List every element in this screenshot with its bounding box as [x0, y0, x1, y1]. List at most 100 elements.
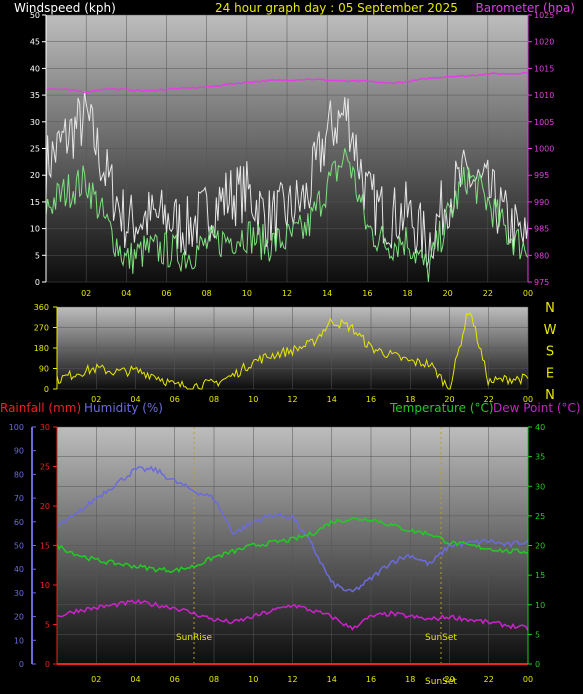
direction-x-ticks: 02 04 06 08 10 12 14 16 18 20 22 00	[91, 395, 533, 404]
compass-label: N	[545, 388, 555, 403]
temperature-line	[56, 517, 529, 574]
barometer-y-tick-label: 980	[534, 251, 549, 260]
windspeed-axis-label: Windspeed (kph)	[14, 1, 116, 15]
temperature-x-tick-label: 06	[170, 675, 180, 684]
temperature-y-tick-label: 25	[535, 512, 545, 521]
temperature-x-tick-label: 10	[248, 675, 258, 684]
direction-x-tick-label: 18	[405, 395, 415, 404]
direction-line	[56, 312, 529, 390]
wind-y-tick-label: 45	[30, 38, 40, 47]
rainfall-y-tick-label: 10	[40, 581, 50, 590]
temperature-x-tick-label: 00	[523, 675, 533, 684]
humidity-y-tick-label: 60	[14, 518, 24, 527]
rainfall-y-ticks: 0 5 10 15 20 25 30	[40, 423, 57, 669]
rainfall-y-tick-label: 15	[40, 542, 50, 551]
humidity-y-tick-label: 0	[19, 660, 24, 669]
wind-y-tick-label: 15	[30, 198, 40, 207]
wind-y-ticks: 0 5 10 15 20 25 30 35 40 45 50	[30, 11, 46, 287]
direction-y-tick-label: 180	[34, 344, 49, 353]
direction-y-tick-label: 0	[44, 385, 49, 394]
sunset-axis-label: SunSet	[425, 677, 457, 687]
barometer-y-tick-label: 1000	[534, 145, 554, 154]
direction-y-tick-label: 360	[34, 303, 49, 312]
direction-x-tick-label: 06	[170, 395, 180, 404]
wind-x-tick-label: 00	[523, 289, 533, 298]
humidity-y-tick-label: 100	[9, 423, 24, 432]
direction-x-tick-label: 08	[209, 395, 219, 404]
wind-gridlines	[46, 14, 529, 283]
temperature-y-tick-label: 30	[535, 482, 545, 491]
direction-x-tick-label: 20	[444, 395, 454, 404]
temperature-y-tick-label: 15	[535, 571, 545, 580]
wind-y-tick-label: 0	[35, 278, 40, 287]
wind-x-tick-label: 20	[443, 289, 453, 298]
direction-x-tick-label: 00	[523, 395, 533, 404]
barometer-axis-label: Barometer (hpa)	[476, 1, 575, 15]
rainfall-y-tick-label: 0	[45, 660, 50, 669]
wind-x-tick-label: 08	[202, 289, 212, 298]
wind-y-tick-label: 10	[30, 225, 40, 234]
direction-x-tick-label: 12	[287, 395, 297, 404]
direction-y-tick-label: 90	[39, 365, 49, 374]
humidity-y-tick-label: 80	[14, 470, 24, 479]
direction-x-tick-label: 16	[366, 395, 376, 404]
direction-x-tick-label: 10	[248, 395, 258, 404]
temperature-x-tick-label: 14	[327, 675, 337, 684]
rainfall-y-tick-label: 30	[40, 423, 50, 432]
wind-y-tick-label: 25	[30, 145, 40, 154]
temperature-y-tick-label: 5	[535, 630, 540, 639]
direction-x-tick-label: 14	[327, 395, 337, 404]
humidity-y-tick-label: 20	[14, 613, 24, 622]
wind-x-tick-label: 02	[81, 289, 91, 298]
temperature-y-ticks: 0 5 10 15 20 25 30 35 40	[528, 423, 545, 669]
temperature-x-tick-label: 22	[484, 675, 494, 684]
temperature-x-ticks: 02 04 06 08 10 12 14 16 18 20 22 00	[91, 675, 533, 684]
wind-x-tick-label: 12	[282, 289, 292, 298]
temperature-x-tick-label: 04	[130, 675, 140, 684]
sunset-label: SunSet	[425, 633, 457, 643]
humidity-y-tick-label: 30	[14, 589, 24, 598]
direction-x-tick-label: 02	[91, 395, 101, 404]
direction-y-tick-label: 270	[34, 324, 49, 333]
temperature-y-tick-label: 0	[535, 660, 540, 669]
temperature-y-tick-label: 20	[535, 542, 545, 551]
direction-y-ticks: 0 90 180 270 360	[34, 303, 57, 394]
humidity-y-tick-label: 70	[14, 494, 24, 503]
chart-title: 24 hour graph day : 05 September 2025	[215, 1, 458, 15]
barometer-y-tick-label: 985	[534, 225, 549, 234]
direction-series	[56, 312, 529, 390]
compass-label: E	[546, 366, 554, 381]
wind-x-tick-label: 22	[483, 289, 493, 298]
humidity-y-ticks: 0 10 20 30 40 50 60 70 80 90 100	[9, 423, 36, 669]
dewpoint-line	[56, 598, 529, 631]
humidity-line	[56, 465, 529, 593]
temperature-x-tick-label: 18	[405, 675, 415, 684]
humidity-y-tick-label: 90	[14, 447, 24, 456]
barometer-y-tick-label: 1025	[534, 11, 554, 20]
direction-x-tick-label: 04	[130, 395, 140, 404]
temperature-x-tick-label: 08	[209, 675, 219, 684]
barometer-line	[45, 71, 529, 94]
temperature-x-tick-label: 02	[91, 675, 101, 684]
humidity-axis-label: Humidity (%)	[84, 401, 163, 415]
barometer-y-tick-label: 975	[534, 278, 549, 287]
rainfall-axis-label: Rainfall (mm)	[0, 401, 81, 415]
wind-average-line	[45, 148, 529, 283]
temperature-x-tick-label: 16	[366, 675, 376, 684]
barometer-y-tick-label: 995	[534, 171, 549, 180]
temperature-axis-label: Temperature (°C)	[389, 401, 494, 415]
barometer-y-tick-label: 1010	[534, 91, 554, 100]
wind-x-tick-label: 10	[242, 289, 252, 298]
wind-x-tick-label: 14	[322, 289, 332, 298]
rainfall-y-tick-label: 20	[40, 502, 50, 511]
humidity-y-tick-label: 50	[14, 542, 24, 551]
wind-y-tick-label: 35	[30, 91, 40, 100]
temperature-y-tick-label: 10	[535, 601, 545, 610]
dewpoint-axis-label: Dew Point (°C)	[493, 401, 581, 415]
humidity-y-tick-label: 40	[14, 565, 24, 574]
wind-x-tick-label: 04	[121, 289, 131, 298]
temperature-x-tick-label: 20	[444, 675, 454, 684]
wind-y-tick-label: 50	[30, 11, 40, 20]
